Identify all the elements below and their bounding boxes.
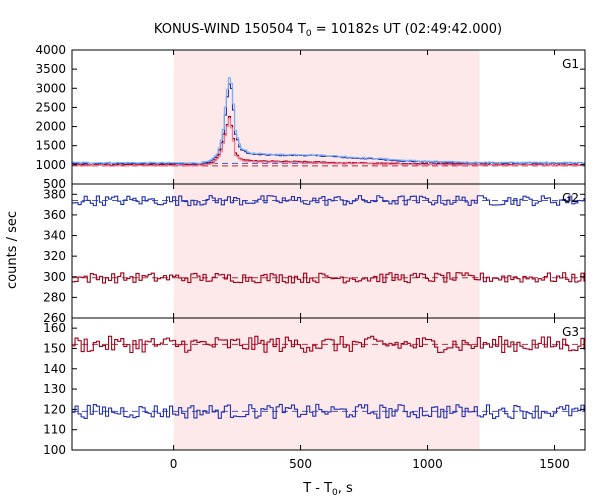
- panel-frame-g3: [71, 317, 586, 451]
- y-tick-label: 360: [43, 208, 66, 222]
- y-tick-label: 260: [43, 311, 66, 325]
- y-tick-label: 320: [43, 249, 66, 263]
- y-tick-label: 500: [43, 177, 66, 191]
- x-axis-label: T - T0, s: [302, 481, 353, 498]
- y-tick-label: 100: [43, 443, 66, 457]
- series-g1-pink: [72, 117, 585, 167]
- series-g2-red: [72, 272, 585, 284]
- series-g3-blue: [72, 403, 585, 420]
- y-tick-label: 3500: [35, 62, 66, 76]
- y-tick-label: 280: [43, 290, 66, 304]
- y-tick-label: 120: [43, 402, 66, 416]
- series-g2-blue: [72, 195, 585, 207]
- panel-label-g3: G3: [562, 325, 579, 339]
- chart-title: KONUS-WIND 150504 T0 = 10182s UT (02:49:…: [154, 22, 502, 39]
- y-tick-label: 1500: [35, 139, 66, 153]
- interval-shade: [173, 50, 480, 450]
- x-tick-label: 1000: [412, 457, 443, 471]
- y-tick-label: 2500: [35, 100, 66, 114]
- y-tick-label: 1000: [35, 158, 66, 172]
- y-tick-label: 110: [43, 423, 66, 437]
- y-tick-label: 340: [43, 229, 66, 243]
- y-axis-label: counts / sec: [5, 211, 20, 289]
- panel-label-g2: G2: [562, 191, 579, 205]
- y-tick-label: 300: [43, 270, 66, 284]
- series-g1-lightblue: [72, 77, 585, 165]
- y-tick-label: 2000: [35, 120, 66, 134]
- y-tick-label: 130: [43, 382, 66, 396]
- y-tick-label: 4000: [35, 43, 66, 57]
- x-tick-label: 0: [170, 457, 178, 471]
- x-tick-label: 1500: [539, 457, 570, 471]
- y-tick-label: 380: [43, 187, 66, 201]
- panel-label-g1: G1: [562, 57, 579, 71]
- y-tick-label: 160: [43, 321, 66, 335]
- y-tick-label: 140: [43, 362, 66, 376]
- x-tick-label: 500: [289, 457, 312, 471]
- series-g3-red: [72, 335, 585, 354]
- y-tick-label: 150: [43, 341, 66, 355]
- y-tick-label: 3000: [35, 81, 66, 95]
